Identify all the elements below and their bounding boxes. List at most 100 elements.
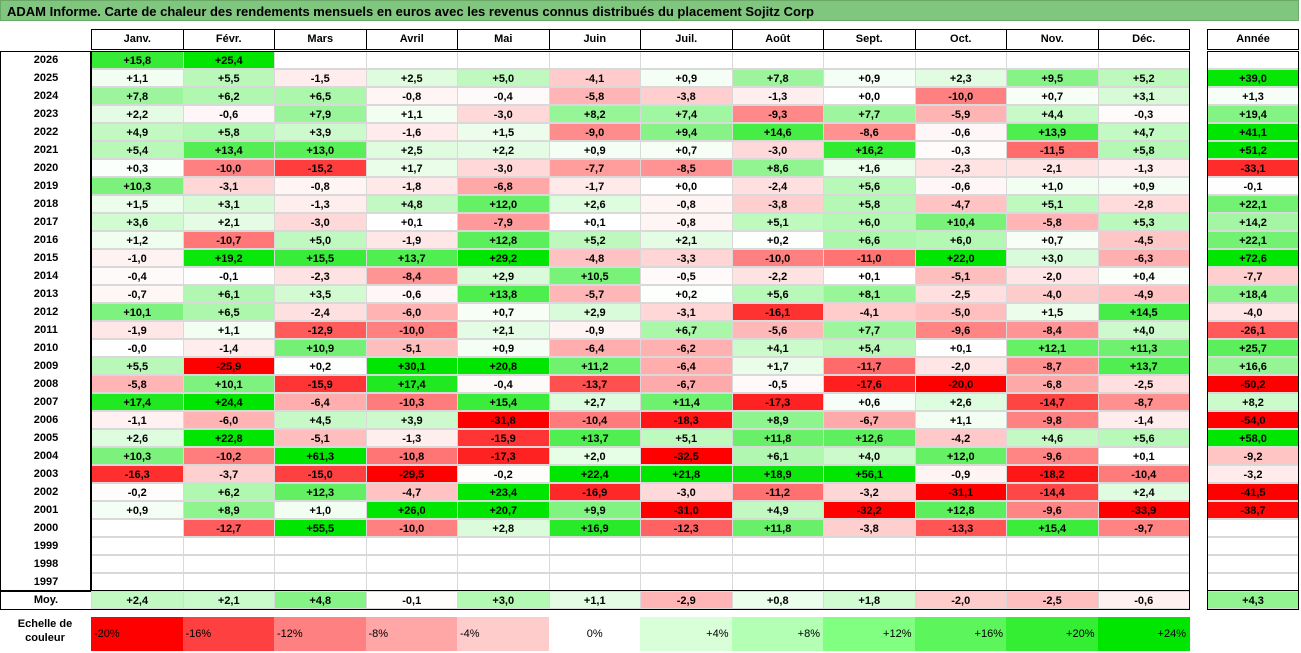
heatmap-cell: -6,4 [548, 339, 641, 357]
heatmap-cell: -0,8 [640, 195, 733, 213]
month-header: Févr. [182, 29, 275, 50]
heatmap-cell: +1,0 [1006, 177, 1099, 195]
heatmap-cell: +4,0 [823, 447, 916, 465]
year-label: 2023 [33, 108, 59, 120]
heatmap-cell: -4,0 [1006, 285, 1099, 303]
heatmap-cell: -15,9 [457, 429, 550, 447]
heatmap-cell [1006, 51, 1099, 69]
heatmap-cell: +1,6 [823, 159, 916, 177]
heatmap-cell: -7,7 [548, 159, 641, 177]
heatmap-cell: -3,8 [731, 195, 824, 213]
annual-cell: -7,7 [1207, 267, 1299, 285]
heatmap-cell: +24,4 [182, 393, 275, 411]
heatmap-cell: -0,2 [457, 465, 550, 483]
heatmap-cell: -18,3 [640, 411, 733, 429]
heatmap-cell: -0,9 [548, 321, 641, 339]
heatmap-cell: -1,1 [91, 411, 184, 429]
heatmap-cell: +0,7 [457, 303, 550, 321]
heatmap-cell: -3,3 [640, 249, 733, 267]
heatmap-cell: -10,4 [1097, 465, 1190, 483]
annual-cell: -0,1 [1207, 177, 1299, 195]
month-header: Août [731, 29, 824, 50]
heatmap-cell [823, 573, 916, 591]
legend-swatch: -4% [457, 617, 550, 651]
heatmap-cell: +3,6 [91, 213, 184, 231]
heatmap-cell: +10,1 [91, 303, 184, 321]
heatmap-cell: -4,2 [914, 429, 1007, 447]
heatmap-cell: -0,0 [91, 339, 184, 357]
heatmap-cell: -4,1 [548, 69, 641, 87]
annual-cell: +1,3 [1207, 87, 1299, 105]
heatmap-cell: +5,8 [1097, 141, 1190, 159]
heatmap-cell: +19,2 [182, 249, 275, 267]
year-label: 2009 [33, 360, 59, 372]
annual-cell: +25,7 [1207, 339, 1299, 357]
heatmap-cell [640, 537, 733, 555]
heatmap-cell [548, 555, 641, 573]
heatmap-cell: -0,1 [182, 267, 275, 285]
heatmap-cell: +8,6 [731, 159, 824, 177]
average-label: Moy. [33, 594, 59, 606]
heatmap-cell: +12,0 [914, 447, 1007, 465]
heatmap-cell: -0,6 [914, 177, 1007, 195]
heatmap-cell: +3,1 [1097, 87, 1190, 105]
year-label: 2021 [33, 144, 59, 156]
heatmap-cell: +10,5 [548, 267, 641, 285]
heatmap-cell: -0,5 [731, 375, 824, 393]
annual-cell: +14,2 [1207, 213, 1299, 231]
heatmap-cell: +12,1 [1006, 339, 1099, 357]
annual-cell: +22,1 [1207, 231, 1299, 249]
year-label: 2026 [33, 54, 59, 66]
heatmap-cell: +11,8 [731, 429, 824, 447]
heatmap-cell: +5,5 [91, 357, 184, 375]
average-cell: +1,8 [823, 591, 916, 609]
heatmap-cell: +2,7 [548, 393, 641, 411]
heatmap-cell: -1,3 [365, 429, 458, 447]
heatmap-cell [731, 51, 824, 69]
heatmap-cell: +1,7 [731, 357, 824, 375]
heatmap-cell: -6,8 [1006, 375, 1099, 393]
heatmap-cell: -2,3 [914, 159, 1007, 177]
heatmap-cell: +8,9 [731, 411, 824, 429]
heatmap-cell: -0,5 [640, 267, 733, 285]
annual-cell: +72,6 [1207, 249, 1299, 267]
heatmap-cell: +6,5 [182, 303, 275, 321]
heatmap-cell: -4,7 [914, 195, 1007, 213]
heatmap-cell: +9,5 [1006, 69, 1099, 87]
heatmap-cell: +6,1 [182, 285, 275, 303]
heatmap-cell: +2,6 [91, 429, 184, 447]
year-label: 2019 [33, 180, 59, 192]
heatmap-cell: +1,1 [91, 69, 184, 87]
heatmap-cell: +22,0 [914, 249, 1007, 267]
heatmap-cell [548, 573, 641, 591]
year-label: 2000 [33, 522, 59, 534]
heatmap-cell: -5,1 [914, 267, 1007, 285]
heatmap-cell [457, 573, 550, 591]
heatmap-cell: +2,0 [548, 447, 641, 465]
heatmap-cell [91, 555, 184, 573]
heatmap-cell: -3,1 [640, 303, 733, 321]
heatmap-cell: +0,9 [823, 69, 916, 87]
heatmap-cell [548, 51, 641, 69]
heatmap-cell: +5,6 [731, 285, 824, 303]
legend-swatch: +24% [1097, 617, 1190, 651]
year-label: 2002 [33, 486, 59, 498]
heatmap-cell: +1,5 [457, 123, 550, 141]
heatmap-cell: -2,2 [731, 267, 824, 285]
heatmap-cell [731, 555, 824, 573]
year-label: 2005 [33, 432, 59, 444]
heatmap-cell: -8,6 [823, 123, 916, 141]
heatmap-cell [731, 537, 824, 555]
annual-cell [1207, 555, 1299, 573]
heatmap-cell [823, 555, 916, 573]
year-label: 2013 [33, 288, 59, 300]
annual-cell: +8,2 [1207, 393, 1299, 411]
heatmap-cell: +20,7 [457, 501, 550, 519]
annual-cell: +16,6 [1207, 357, 1299, 375]
annual-cell [1207, 537, 1299, 555]
year-label: 1999 [33, 540, 59, 552]
year-label: 2010 [33, 342, 59, 354]
heatmap-cell: +8,2 [548, 105, 641, 123]
heatmap-cell: -9,3 [731, 105, 824, 123]
year-label: 2015 [33, 252, 59, 264]
